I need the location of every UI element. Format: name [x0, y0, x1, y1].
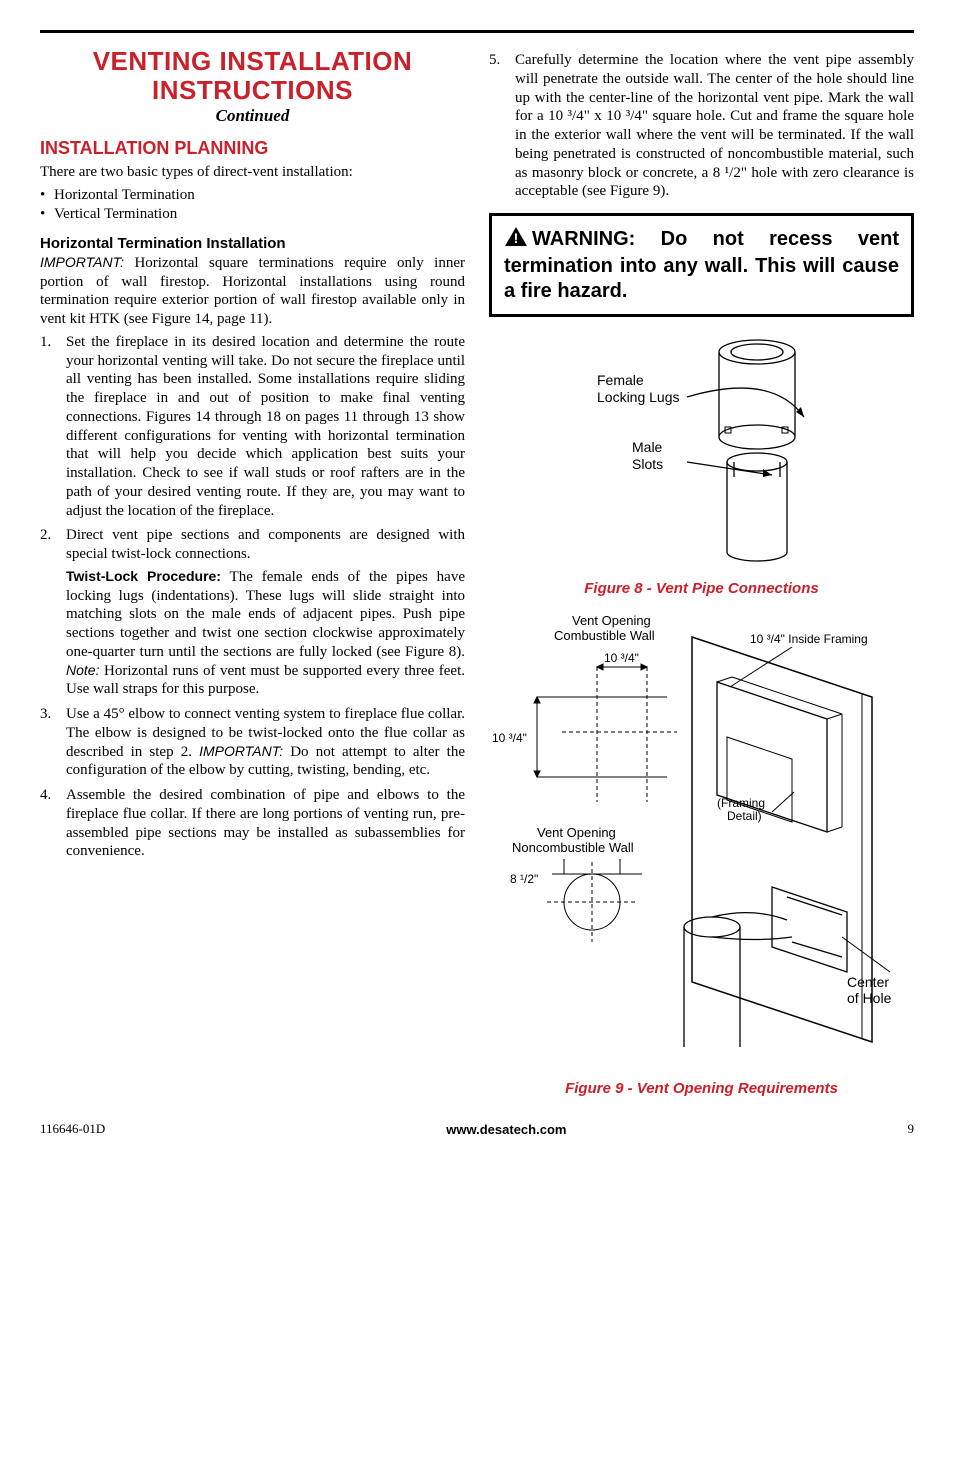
- footer-page-number: 9: [907, 1121, 914, 1137]
- label-center: Center: [847, 974, 889, 990]
- important-label: IMPORTANT:: [40, 254, 124, 270]
- list-item: 5. Carefully determine the location wher…: [489, 51, 914, 201]
- subsection-heading: Horizontal Termination Installation: [40, 235, 465, 252]
- list-item: 1. Set the fireplace in its desired loca…: [40, 333, 465, 521]
- label-detail: Detail): [727, 809, 762, 823]
- dim-height: 10 ³/4": [492, 731, 527, 745]
- figure-8-caption: Figure 8 - Vent Pipe Connections: [489, 580, 914, 597]
- list-item: 3. Use a 45° elbow to connect venting sy…: [40, 705, 465, 780]
- list-item: Horizontal Termination: [40, 186, 465, 206]
- step-text: Set the fireplace in its desired locatio…: [66, 334, 465, 519]
- warning-box: ! WARNING: Do not recess vent terminatio…: [489, 213, 914, 317]
- step-text: Carefully determine the location where t…: [515, 52, 914, 199]
- twist-lock-label: Twist-Lock Procedure:: [66, 568, 221, 584]
- svg-text:!: !: [514, 230, 519, 246]
- label-noncombustible: Noncombustible Wall: [512, 840, 634, 855]
- dim-diameter: 8 ¹/2": [510, 872, 538, 886]
- footer-doc-id: 116646-01D: [40, 1121, 105, 1137]
- list-item: 2. Direct vent pipe sections and compone…: [40, 526, 465, 699]
- label-locking-lugs: Locking Lugs: [597, 389, 680, 405]
- step-text: Direct vent pipe sections and components…: [66, 527, 465, 562]
- note-label: Note:: [66, 662, 99, 678]
- continued-label: Continued: [40, 106, 465, 126]
- step-text: Assemble the desired combination of pipe…: [66, 787, 465, 859]
- label-vent-opening-2: Vent Opening: [537, 825, 616, 840]
- list-item: Vertical Termination: [40, 205, 465, 225]
- title-line2: INSTRUCTIONS: [152, 75, 353, 105]
- figure-9-caption: Figure 9 - Vent Opening Requirements: [489, 1080, 914, 1097]
- intro-text: There are two basic types of direct-vent…: [40, 163, 465, 182]
- figure-8: Female Locking Lugs Male Slots: [489, 327, 914, 572]
- warning-icon: !: [504, 226, 528, 254]
- label-combustible: Combustible Wall: [554, 628, 655, 643]
- title-line1: VENTING INSTALLATION: [93, 46, 413, 76]
- label-of-hole: of Hole: [847, 990, 892, 1006]
- page-footer: 116646-01D www.desatech.com 9: [40, 1121, 914, 1137]
- section-heading: INSTALLATION PLANNING: [40, 138, 465, 159]
- label-slots: Slots: [632, 456, 663, 472]
- list-item: 4. Assemble the desired combination of p…: [40, 786, 465, 861]
- note-text: Horizontal runs of vent must be supporte…: [66, 663, 465, 698]
- numbered-list: 1. Set the fireplace in its desired loca…: [40, 333, 465, 861]
- label-female: Female: [597, 372, 644, 388]
- important-paragraph: IMPORTANT: Horizontal square termination…: [40, 254, 465, 329]
- footer-url: www.desatech.com: [446, 1122, 566, 1137]
- warning-text: WARNING: Do not recess vent termination …: [504, 228, 899, 302]
- label-male: Male: [632, 439, 663, 455]
- dim-width: 10 ³/4": [604, 651, 639, 665]
- label-vent-opening: Vent Opening: [572, 613, 651, 628]
- important-label: IMPORTANT:: [199, 743, 283, 759]
- label-framing: (Framing: [717, 796, 765, 810]
- label-inside-framing: 10 ³/4" Inside Framing: [750, 632, 868, 646]
- bullet-list: Horizontal Termination Vertical Terminat…: [40, 186, 465, 225]
- figure-9: (Framing Detail) 10 ³/4" Inside Framing: [489, 607, 914, 1072]
- page-title: VENTING INSTALLATION INSTRUCTIONS: [40, 47, 465, 104]
- numbered-list-continued: 5. Carefully determine the location wher…: [489, 51, 914, 201]
